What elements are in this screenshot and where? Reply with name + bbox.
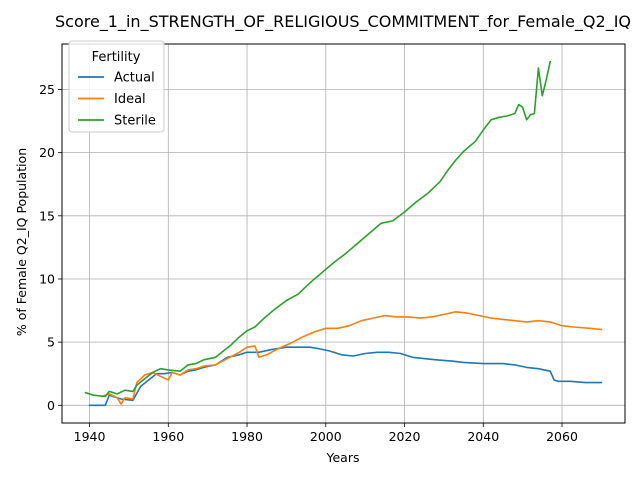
series-line-actual: [88, 346, 603, 407]
y-tick-label: 20: [39, 145, 55, 160]
y-tick-label: 0: [47, 398, 55, 413]
x-tick-label: 2060: [546, 429, 578, 444]
series-line-sterile: [84, 60, 552, 398]
x-tick-label: 2020: [389, 429, 421, 444]
legend-label-actual: Actual: [114, 71, 155, 86]
x-tick-label: 1980: [231, 429, 263, 444]
series-layer: [84, 60, 603, 407]
y-axis: 0 5 10 15 20 25: [39, 82, 62, 413]
series-line-ideal: [100, 311, 603, 405]
x-axis-label: Years: [326, 450, 360, 465]
legend-label-sterile: Sterile: [114, 114, 156, 129]
plot-frame: [61, 43, 626, 424]
x-tick-label: 2000: [310, 429, 342, 444]
y-tick-label: 5: [47, 335, 55, 350]
legend-box: [68, 40, 165, 133]
x-tick-label: 1940: [74, 429, 106, 444]
chart-title: Score_1_in_STRENGTH_OF_RELIGIOUS_COMMITM…: [55, 12, 631, 32]
legend-title: Fertility: [92, 50, 141, 65]
legend-label-ideal: Ideal: [114, 92, 146, 107]
y-tick-label: 10: [39, 271, 55, 286]
y-tick-label: 15: [39, 208, 55, 223]
grid: [62, 44, 625, 423]
legend: Fertility Actual Ideal Sterile: [68, 40, 165, 133]
x-axis: 1940 1960 1980 2000 2020 2040 2060: [74, 423, 578, 444]
x-tick-label: 1960: [152, 429, 184, 444]
y-tick-label: 25: [39, 82, 55, 97]
legend-items: Actual Ideal Sterile: [78, 71, 156, 129]
y-axis-label: % of Female Q2_IQ Population: [14, 148, 29, 336]
x-tick-label: 2040: [467, 429, 499, 444]
